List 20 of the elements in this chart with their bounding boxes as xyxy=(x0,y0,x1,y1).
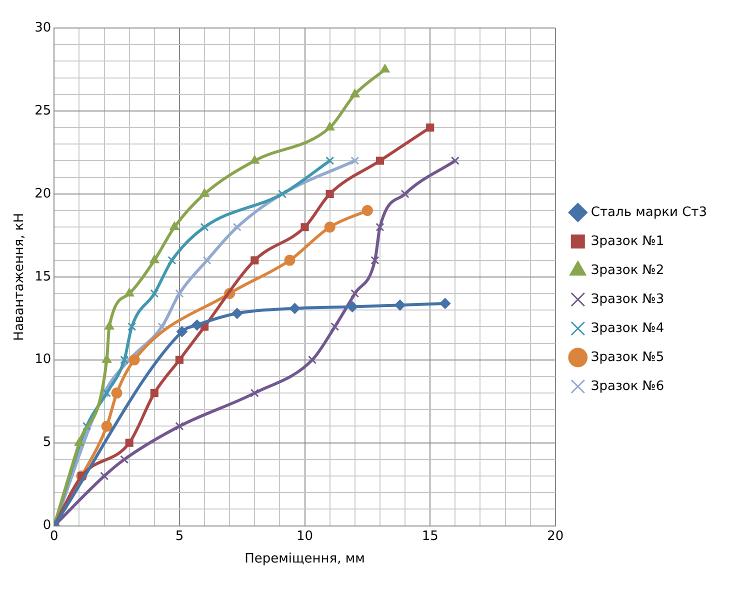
x-tick-label: 20 xyxy=(547,528,564,544)
x-tick-label: 10 xyxy=(296,528,314,544)
legend-label: Зразок №4 xyxy=(590,320,664,336)
legend-label: Зразок №2 xyxy=(590,262,664,278)
legend-label: Зразок №5 xyxy=(590,350,664,365)
y-tick-label: 25 xyxy=(34,103,52,118)
x-tick-label: 15 xyxy=(422,528,438,544)
legend-label: Зразок №3 xyxy=(590,292,664,307)
legend-label: Зразок №6 xyxy=(590,378,664,394)
y-tick-label: 15 xyxy=(34,269,52,284)
y-tick-label: 0 xyxy=(42,518,52,534)
x-tick-label: 5 xyxy=(175,528,184,544)
y-tick-label: 10 xyxy=(34,352,52,368)
y-tick-label: 30 xyxy=(34,20,52,36)
y-axis-title: Навантаження, кН xyxy=(12,212,28,341)
legend-label: Сталь марки Ст3 xyxy=(590,204,708,220)
y-tick-label: 20 xyxy=(34,186,52,202)
x-axis-title: Переміщення, мм xyxy=(244,552,365,567)
legend-label: Зразок №1 xyxy=(590,234,664,249)
y-tick-label: 5 xyxy=(42,435,52,450)
